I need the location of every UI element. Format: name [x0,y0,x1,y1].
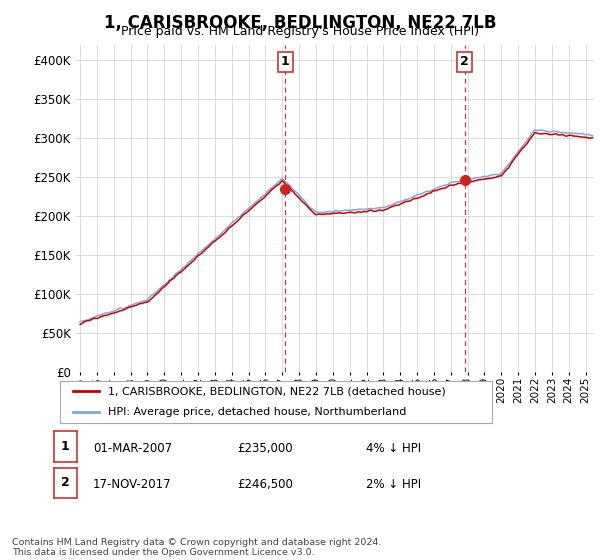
Text: 2: 2 [61,477,70,489]
Text: Contains HM Land Registry data © Crown copyright and database right 2024.
This d: Contains HM Land Registry data © Crown c… [12,538,382,557]
Text: 1: 1 [61,440,70,453]
Text: 17-NOV-2017: 17-NOV-2017 [93,478,172,491]
Text: 2% ↓ HPI: 2% ↓ HPI [366,478,421,491]
Text: HPI: Average price, detached house, Northumberland: HPI: Average price, detached house, Nort… [107,407,406,417]
Text: Price paid vs. HM Land Registry's House Price Index (HPI): Price paid vs. HM Land Registry's House … [121,25,479,38]
Text: 1: 1 [281,55,289,68]
Text: £235,000: £235,000 [237,442,293,455]
Text: 1, CARISBROOKE, BEDLINGTON, NE22 7LB: 1, CARISBROOKE, BEDLINGTON, NE22 7LB [104,14,496,32]
Text: 1, CARISBROOKE, BEDLINGTON, NE22 7LB (detached house): 1, CARISBROOKE, BEDLINGTON, NE22 7LB (de… [107,386,445,396]
Text: 2: 2 [460,55,469,68]
Text: 01-MAR-2007: 01-MAR-2007 [93,442,172,455]
Text: £246,500: £246,500 [237,478,293,491]
Text: 4% ↓ HPI: 4% ↓ HPI [366,442,421,455]
